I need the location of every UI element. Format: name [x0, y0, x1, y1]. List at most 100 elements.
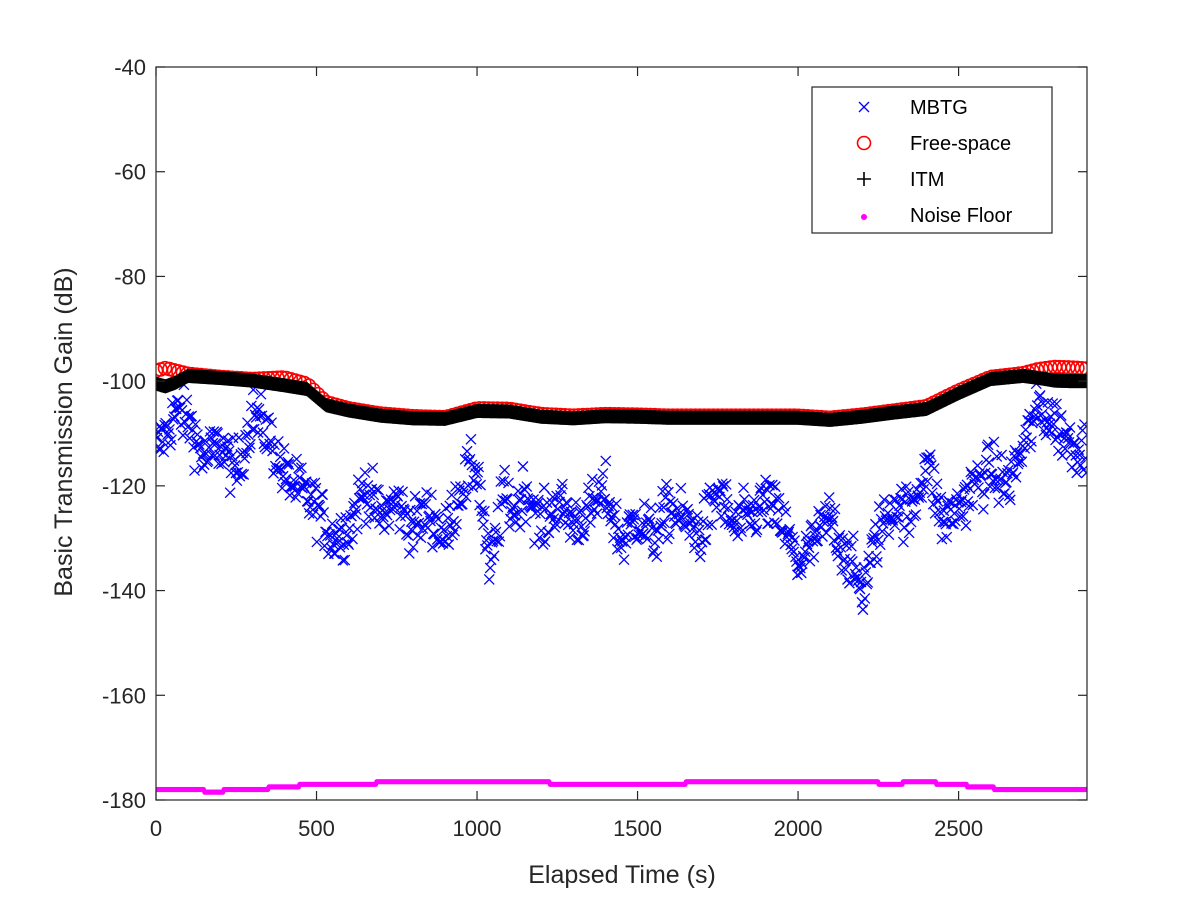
mbtg-point [383, 520, 395, 532]
mbtg-point [343, 539, 355, 551]
mbtg-point [266, 417, 278, 429]
series-mbtg [156, 378, 1087, 616]
mbtg-point [1064, 422, 1076, 433]
mbtg-point [977, 503, 989, 515]
mbtg-point [556, 478, 568, 490]
mbtg-point [978, 488, 990, 500]
mbtg-point [835, 541, 847, 553]
mbtg-point [850, 562, 862, 574]
mbtg-point [326, 518, 338, 530]
mbtg-point [905, 516, 917, 528]
mbtg-point [641, 533, 653, 545]
mbtg-point [481, 540, 493, 551]
mbtg-point [473, 461, 485, 473]
mbtg-point [364, 489, 376, 501]
mbtg-point [279, 476, 291, 488]
mbtg-point [232, 466, 244, 478]
mbtg-point [766, 479, 778, 491]
mbtg-point [1062, 432, 1074, 444]
mbtg-point [461, 445, 473, 457]
mbtg-point [720, 478, 732, 490]
mbtg-point [465, 433, 477, 445]
mbtg-point [750, 526, 762, 538]
mbtg-point [157, 436, 169, 448]
mbtg-point [447, 529, 459, 541]
mbtg-point [610, 498, 622, 510]
x-axis-label: Elapsed Time (s) [528, 861, 716, 889]
mbtg-point [826, 512, 838, 523]
mbtg-point [294, 472, 305, 484]
mbtg-point [778, 500, 790, 512]
mbtg-point [284, 489, 296, 501]
mbtg-point [780, 506, 792, 518]
mbtg-point [918, 483, 930, 495]
mbtg-point [667, 498, 679, 509]
mbtg-point [319, 540, 331, 552]
mbtg-point [783, 526, 795, 538]
legend-label: Free-space [910, 133, 1011, 155]
mbtg-point [645, 502, 657, 514]
y-tick-label: -120 [102, 474, 146, 499]
mbtg-point [190, 418, 201, 430]
mbtg-point [1010, 471, 1022, 483]
mbtg-point [371, 483, 383, 495]
mbtg-point [889, 519, 901, 531]
mbtg-point [576, 521, 588, 532]
mbtg-point [349, 508, 361, 520]
mbtg-point [429, 508, 441, 520]
mbtg-point [189, 465, 200, 476]
mbtg-point [1051, 398, 1062, 410]
mbtg-point [808, 551, 820, 563]
mbtg-point [1074, 449, 1086, 461]
mbtg-point [954, 511, 966, 523]
mbtg-point [278, 442, 290, 454]
mbtg-point [202, 455, 214, 467]
mbtg-point [618, 554, 630, 566]
mbtg-point [1041, 416, 1053, 428]
mbtg-point [1049, 407, 1061, 419]
mbtg-point [619, 531, 631, 543]
mbtg-point [693, 524, 705, 536]
mbtg-point [656, 517, 668, 529]
mbtg-point [293, 462, 304, 474]
mbtg-point [411, 505, 423, 517]
legend-item: Free-space [856, 133, 1011, 155]
mbtg-point [1007, 467, 1019, 478]
mbtg-point [931, 478, 943, 490]
mbtg-point [706, 519, 718, 531]
mbtg-point [738, 482, 749, 494]
mbtg-point [503, 477, 514, 489]
mbtg-point [1000, 476, 1012, 488]
mbtg-point [874, 539, 886, 551]
mbtg-point [738, 493, 750, 505]
mbtg-point [164, 424, 175, 435]
mbtg-point [801, 538, 813, 550]
mbtg-point [596, 479, 608, 491]
x-tick-label: 0 [150, 816, 162, 841]
mbtg-point [337, 554, 349, 566]
mbtg-point [883, 529, 895, 541]
mbtg-point [630, 508, 642, 520]
mbtg-point [510, 516, 522, 528]
mbtg-point [651, 551, 663, 563]
mbtg-point [353, 492, 365, 504]
mbtg-point [1071, 467, 1083, 479]
mbtg-point [837, 533, 849, 544]
mbtg-point [570, 497, 582, 508]
mbtg-point [584, 517, 596, 529]
mbtg-point [910, 509, 922, 521]
mbtg-point [295, 462, 307, 474]
mbtg-point [186, 410, 198, 422]
mbtg-point [823, 491, 835, 503]
mbtg-point [846, 555, 858, 567]
mbtg-point [449, 525, 461, 537]
mbtg-point [199, 435, 211, 447]
legend-label: MBTG [910, 97, 968, 119]
mbtg-point [646, 522, 658, 534]
mbtg-point [622, 529, 634, 541]
mbtg-point [306, 477, 318, 489]
axes: 0 500 1000 1500 2000 2500 -40 -60 -80 -100 -120 -14… [102, 55, 1088, 841]
mbtg-point [456, 498, 468, 510]
mbtg-point [1069, 437, 1081, 449]
mbtg-point [627, 509, 639, 521]
